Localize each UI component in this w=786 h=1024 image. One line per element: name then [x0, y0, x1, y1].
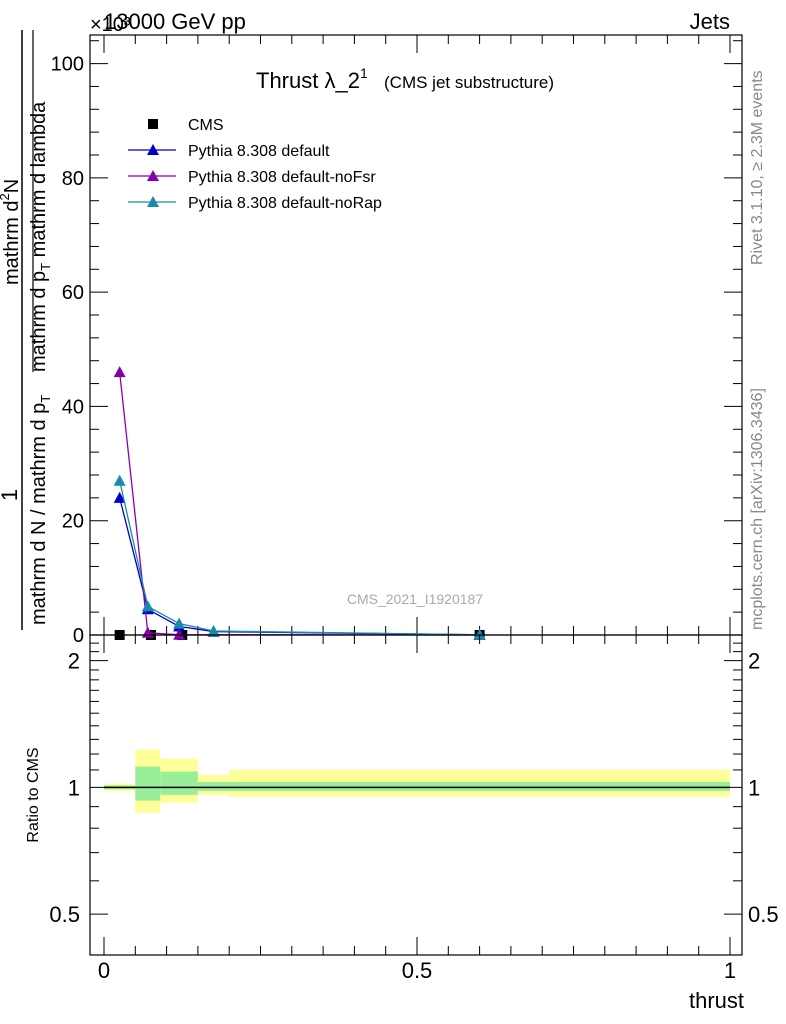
mc-data-point [141, 600, 154, 612]
legend-label: CMS [188, 117, 224, 134]
legend-entry: CMS [148, 117, 224, 134]
mc-data-point [173, 617, 186, 629]
plot-title-main: Thrust λ_2 [256, 68, 360, 93]
ratio-y-tick-label-right: 2 [748, 649, 760, 674]
main-y-tick-label: 20 [62, 511, 84, 533]
series-3 [113, 474, 486, 640]
ratio-band-green [229, 781, 730, 792]
mc-data-point [113, 491, 126, 503]
y-label-inner-bottom: mathrm d pT mathrm d lambda [28, 101, 53, 372]
legend-marker [148, 119, 158, 129]
legend-entry: Pythia 8.308 default-noRap [128, 195, 382, 212]
ratio-y-ticks: 0.5 0.5 1 1 2 2 [49, 642, 779, 927]
y-label-denominator: mathrm d N / mathrm d pT [28, 395, 53, 625]
ratio-x-tick-label: 0.5 [402, 958, 433, 983]
rivet-label: Rivet 3.1.10, ≥ 2.3M events [749, 70, 766, 265]
main-y-tick-label: 40 [62, 396, 84, 418]
ratio-y-tick-label-right: 0.5 [748, 902, 779, 927]
ratio-band-green [160, 771, 198, 795]
analysis-watermark: CMS_2021_I1920187 [347, 591, 483, 607]
series-line [119, 497, 480, 636]
legend-label: Pythia 8.308 default-noFsr [188, 169, 376, 186]
main-y-tick-label: 60 [62, 282, 84, 304]
ratio-band-green [197, 781, 230, 792]
y-label-inner-top: mathrm d2N [0, 179, 23, 285]
category-label: Jets [690, 9, 730, 34]
ratio-y-tick-label-right: 1 [748, 775, 760, 800]
plot-title: Thrust λ_21 [256, 65, 368, 93]
ratio-x-tick-label: 1 [724, 958, 736, 983]
y-label-numerator: 1 [0, 489, 22, 501]
plot-title-sup: 1 [360, 65, 368, 81]
mcplots-label: mcplots.cern.ch [arXiv:1306.3436] [749, 388, 766, 630]
legend-marker [147, 170, 159, 181]
legend-marker [147, 196, 159, 207]
main-y-tick-label: 0 [73, 625, 84, 647]
ratio-x-ticks: 0 0.5 1 [98, 635, 736, 983]
mc-data-point [173, 628, 186, 640]
plot-subtitle: (CMS jet substructure) [384, 73, 554, 92]
ratio-bands-layer [104, 749, 730, 813]
legend: CMS Pythia 8.308 default Pythia 8.308 defa… [128, 117, 382, 212]
ratio-y-label: Ratio to CMS [25, 747, 42, 842]
mc-data-point [473, 628, 486, 640]
exponent-label: ×10³ [90, 14, 131, 36]
x-axis-label: thrust [689, 988, 744, 1013]
series-line [119, 480, 480, 636]
main-y-tick-label: 80 [62, 168, 84, 190]
energy-label: 13000 GeV pp [104, 9, 246, 34]
ratio-band-green [135, 766, 161, 801]
legend-label: Pythia 8.308 default [188, 143, 330, 160]
main-y-tick-label: 100 [51, 54, 84, 76]
mc-data-point [113, 474, 126, 486]
legend-label: Pythia 8.308 default-noRap [188, 195, 382, 212]
ratio-y-tick-label-left: 2 [68, 649, 80, 674]
mc-data-point [207, 625, 220, 636]
legend-marker [147, 144, 159, 155]
ratio-plot-frame [89, 634, 743, 956]
ratio-y-tick-label-left: 0.5 [49, 902, 80, 927]
legend-entry: Pythia 8.308 default [128, 143, 330, 160]
ratio-x-tick-label: 0 [98, 958, 110, 983]
mc-data-point [113, 366, 126, 378]
legend-entry: Pythia 8.308 default-noFsr [128, 169, 376, 186]
main-y-ticks: 0 20 40 60 80 100 [51, 40, 742, 647]
main-y-label: 1 mathrm d N / mathrm d pT mathrm d2N ma… [0, 30, 53, 630]
ratio-y-tick-label-left: 1 [68, 775, 80, 800]
